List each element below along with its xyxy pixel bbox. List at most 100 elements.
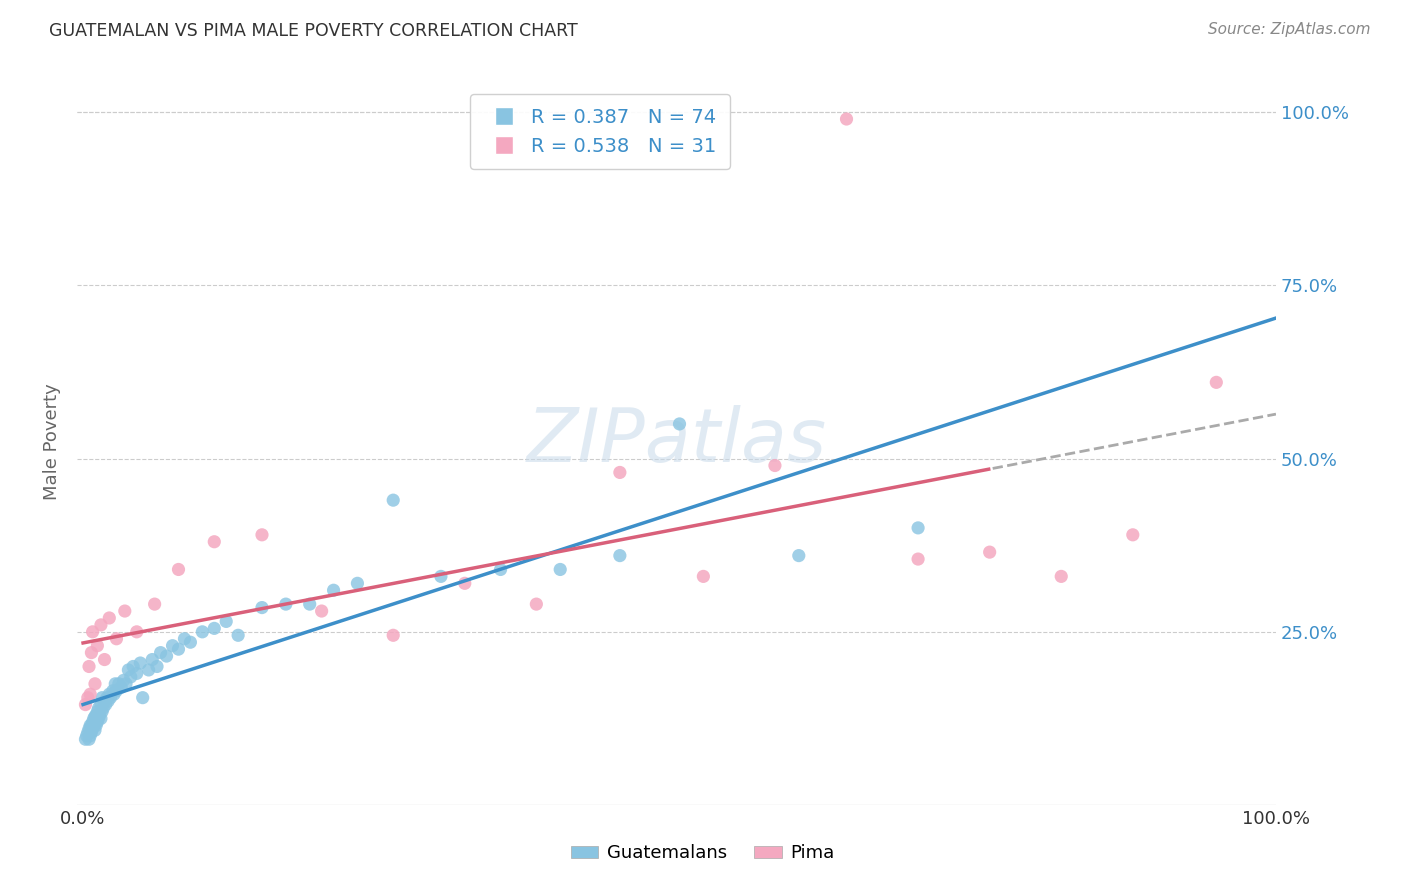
Point — [117, 663, 139, 677]
Point — [202, 621, 225, 635]
Point — [105, 683, 128, 698]
Point — [907, 521, 929, 535]
Point — [76, 725, 98, 739]
Point — [76, 690, 98, 705]
Point — [76, 729, 98, 743]
Point — [125, 624, 148, 639]
Point — [75, 732, 97, 747]
Point — [346, 576, 368, 591]
Point — [86, 714, 108, 729]
Point — [93, 652, 115, 666]
Point — [149, 646, 172, 660]
Point — [80, 646, 103, 660]
Point — [226, 628, 249, 642]
Point — [120, 670, 142, 684]
Point — [382, 493, 405, 508]
Point — [84, 708, 107, 723]
Point — [1122, 528, 1144, 542]
Point — [250, 600, 273, 615]
Point — [125, 666, 148, 681]
Point — [98, 611, 121, 625]
Point — [82, 624, 104, 639]
Point — [138, 663, 160, 677]
Point — [77, 732, 100, 747]
Point — [155, 649, 177, 664]
Point — [191, 624, 214, 639]
Point — [162, 639, 184, 653]
Point — [94, 698, 117, 712]
Point — [179, 635, 201, 649]
Point — [609, 549, 631, 563]
Text: GUATEMALAN VS PIMA MALE POVERTY CORRELATION CHART: GUATEMALAN VS PIMA MALE POVERTY CORRELAT… — [49, 22, 578, 40]
Point — [87, 711, 110, 725]
Point — [90, 711, 112, 725]
Point — [129, 656, 152, 670]
Text: ZIPatlas: ZIPatlas — [526, 405, 827, 477]
Point — [84, 709, 107, 723]
Point — [787, 549, 810, 563]
Point — [167, 642, 190, 657]
Point — [97, 694, 120, 708]
Point — [90, 698, 112, 712]
Point — [84, 716, 107, 731]
Y-axis label: Male Poverty: Male Poverty — [44, 383, 60, 500]
Point — [80, 725, 103, 739]
Point — [84, 718, 107, 732]
Point — [114, 604, 136, 618]
Point — [311, 604, 333, 618]
Point — [115, 677, 138, 691]
Point — [202, 534, 225, 549]
Point — [75, 698, 97, 712]
Point — [835, 112, 858, 126]
Point — [112, 673, 135, 688]
Point — [91, 705, 114, 719]
Point — [86, 705, 108, 719]
Point — [101, 683, 124, 698]
Point — [141, 652, 163, 666]
Point — [91, 701, 114, 715]
Point — [108, 677, 131, 691]
Point — [82, 714, 104, 729]
Point — [84, 677, 107, 691]
Point — [98, 687, 121, 701]
Point — [250, 528, 273, 542]
Point — [763, 458, 786, 473]
Point — [90, 618, 112, 632]
Point — [122, 659, 145, 673]
Point — [96, 690, 118, 705]
Point — [430, 569, 453, 583]
Point — [89, 708, 111, 723]
Point — [692, 569, 714, 583]
Point — [77, 659, 100, 673]
Point — [979, 545, 1001, 559]
Point — [298, 597, 321, 611]
Point — [104, 677, 127, 691]
Point — [93, 694, 115, 708]
Point — [454, 576, 477, 591]
Legend: Guatemalans, Pima: Guatemalans, Pima — [564, 838, 842, 870]
Point — [167, 562, 190, 576]
Point — [91, 690, 114, 705]
Point — [173, 632, 195, 646]
Point — [84, 723, 107, 738]
Point — [79, 718, 101, 732]
Point — [668, 417, 690, 431]
Point — [83, 711, 105, 725]
Legend: R = 0.387   N = 74, R = 0.538   N = 31: R = 0.387 N = 74, R = 0.538 N = 31 — [471, 95, 730, 169]
Point — [1205, 376, 1227, 390]
Point — [489, 562, 512, 576]
Point — [524, 597, 547, 611]
Point — [82, 722, 104, 736]
Point — [79, 687, 101, 701]
Point — [77, 722, 100, 736]
Point — [105, 632, 128, 646]
Point — [131, 690, 153, 705]
Point — [83, 718, 105, 732]
Point — [110, 680, 132, 694]
Point — [80, 718, 103, 732]
Point — [215, 615, 238, 629]
Point — [548, 562, 571, 576]
Point — [907, 552, 929, 566]
Point — [382, 628, 405, 642]
Point — [609, 466, 631, 480]
